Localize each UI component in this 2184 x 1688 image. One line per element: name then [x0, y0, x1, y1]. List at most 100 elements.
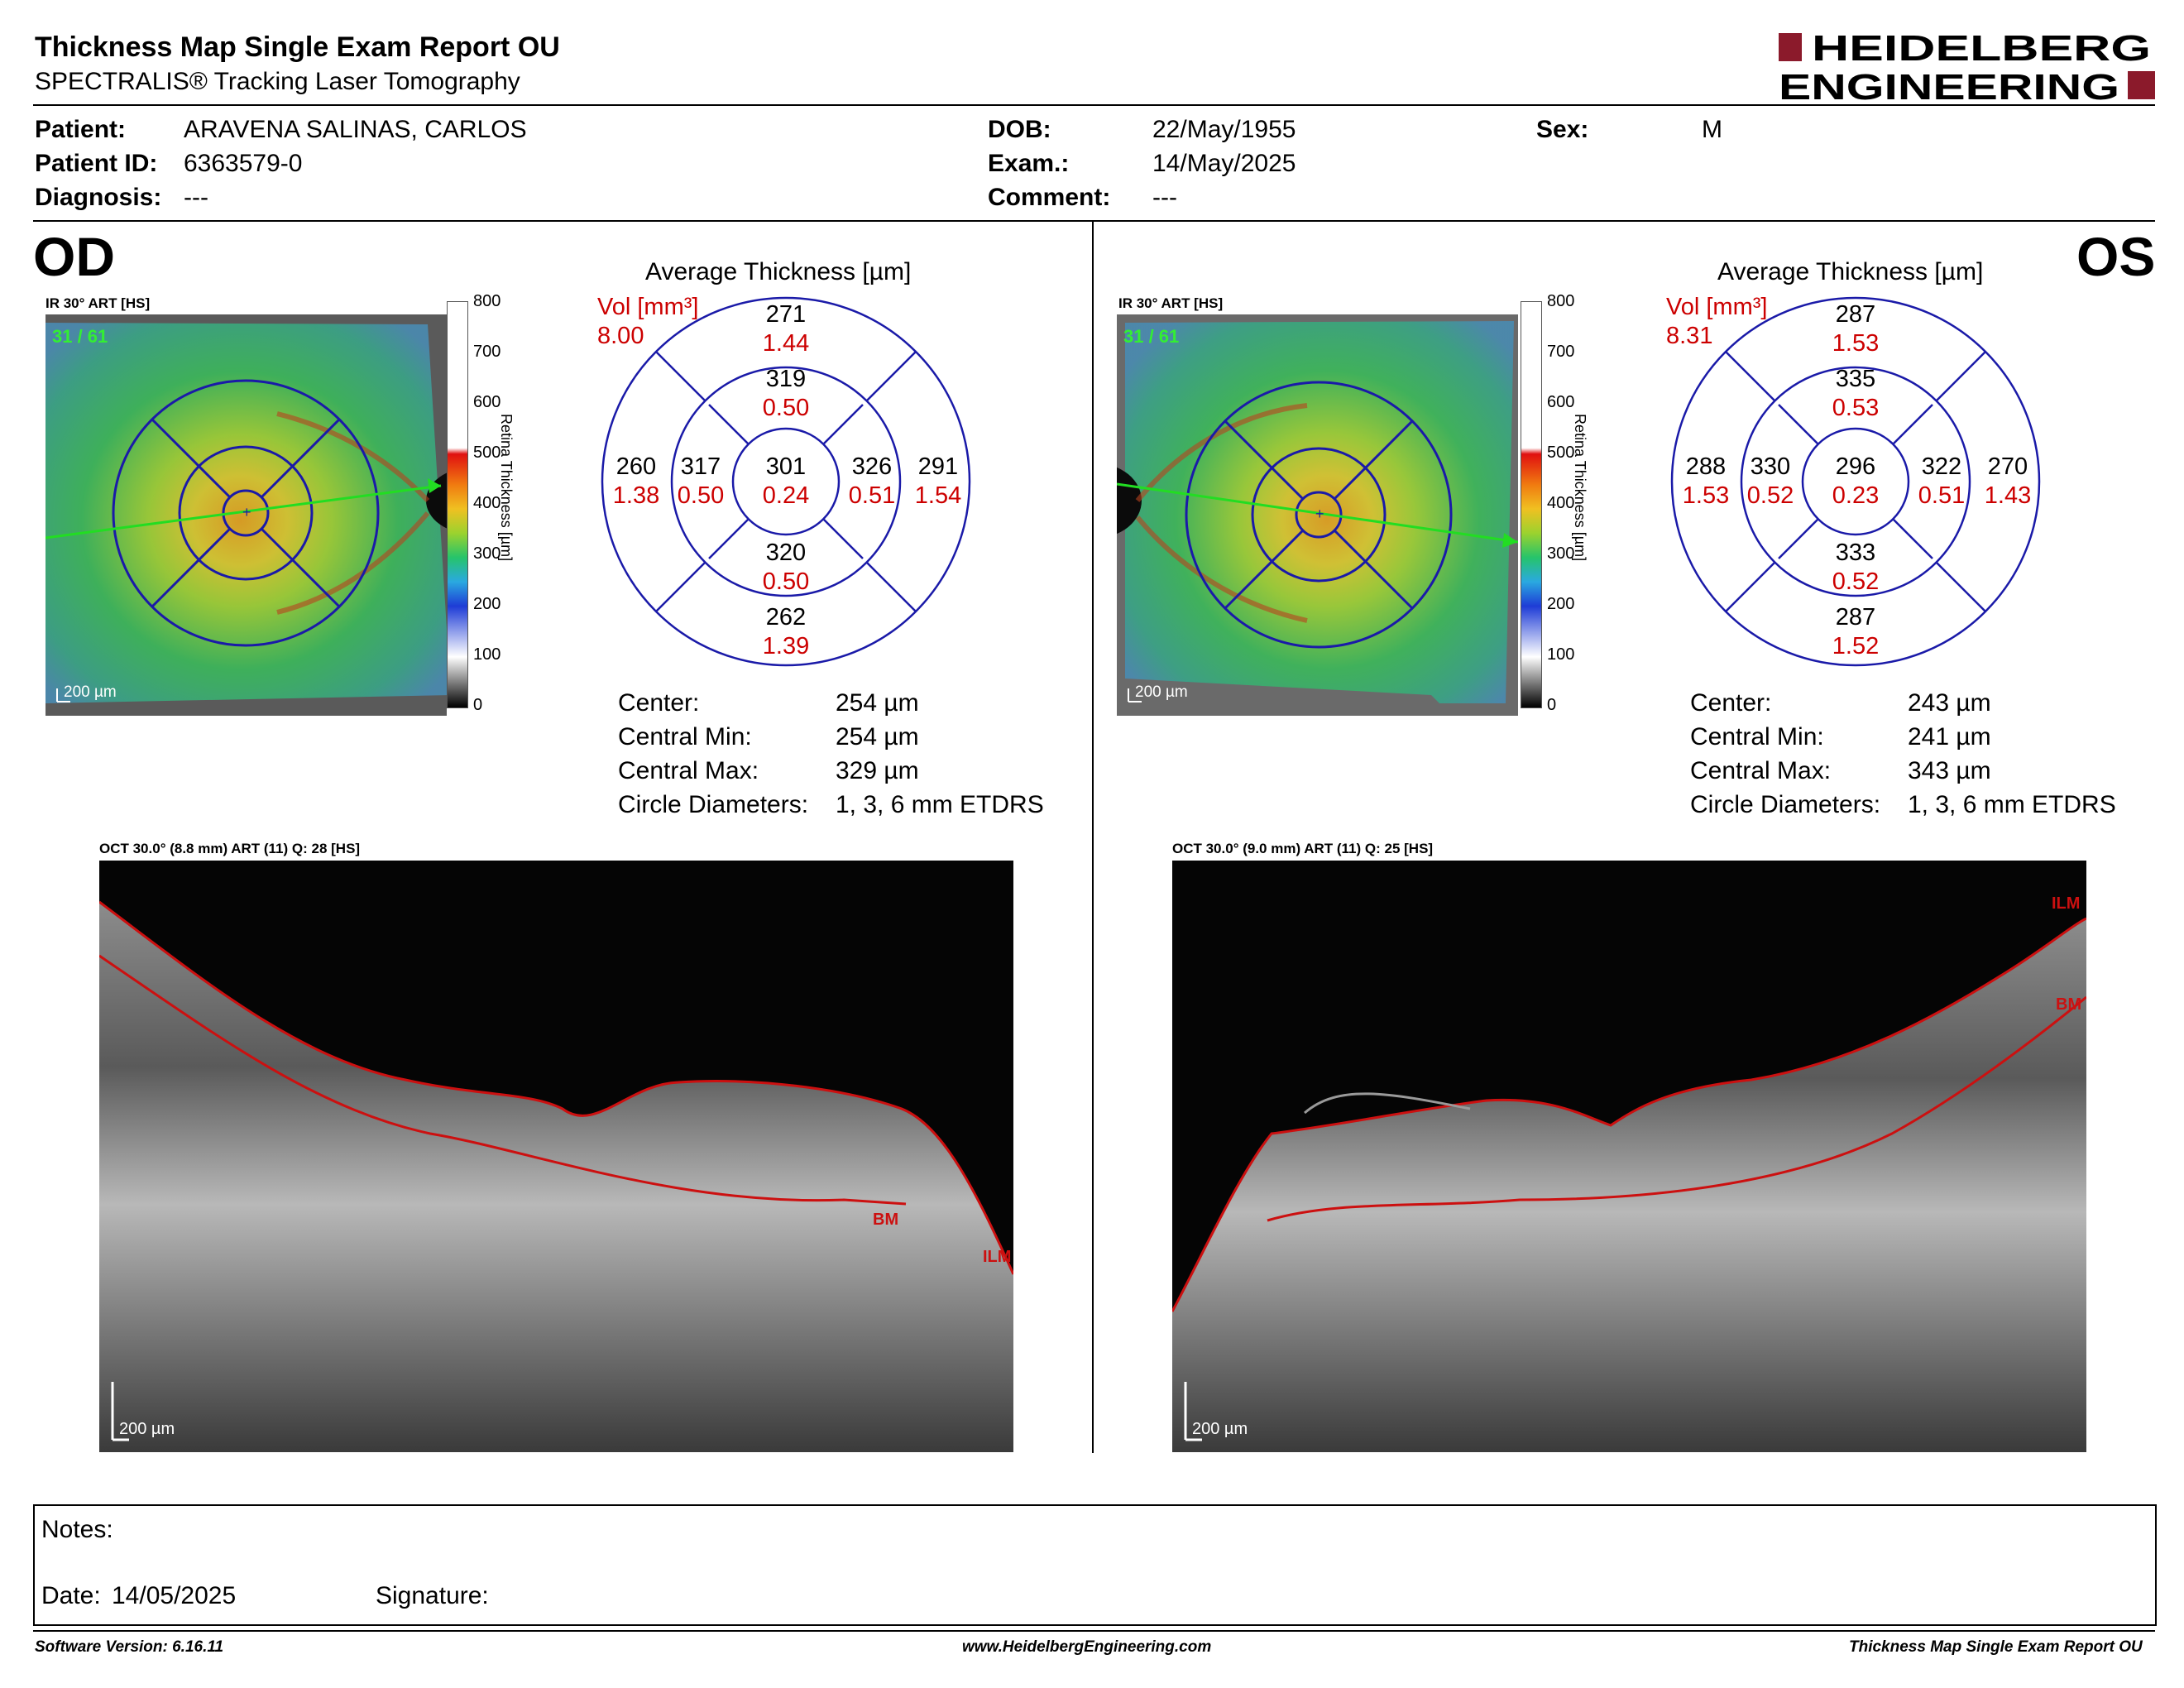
od-scale-tick: 800	[473, 292, 501, 310]
os-frames-count: 31 / 61	[1123, 326, 1179, 347]
od-min-label: Central Min:	[618, 723, 752, 750]
software-version: Software Version: 6.16.11	[35, 1638, 224, 1656]
patient-divider	[33, 220, 2155, 222]
os-center-value: 243 µm	[1908, 689, 1991, 717]
os-color-scale	[1521, 301, 1542, 708]
os-inner-right-volume: 0.51	[1918, 482, 1966, 509]
header-divider	[33, 104, 2155, 106]
od-outer-top-volume: 1.44	[762, 330, 810, 357]
os-scale-tick: 500	[1547, 444, 1575, 462]
diagnosis-value: ---	[184, 184, 208, 211]
os-scale-tick: 300	[1547, 544, 1575, 563]
sex-label: Sex:	[1536, 116, 1589, 143]
patient-id-label: Patient ID:	[35, 150, 158, 177]
od-center-label: Center:	[618, 689, 700, 717]
os-outer-bottom-thickness: 287	[1835, 604, 1876, 631]
os-inner-top-volume: 0.53	[1832, 395, 1880, 421]
os-avg-title: Average Thickness [µm]	[1717, 258, 1984, 285]
website-link[interactable]: www.HeidelbergEngineering.com	[962, 1638, 1212, 1656]
od-outer-left-volume: 1.38	[612, 482, 660, 509]
os-min-label: Central Min:	[1690, 723, 1824, 750]
os-center-thickness: 296	[1835, 453, 1876, 480]
os-max-value: 343 µm	[1908, 757, 1991, 784]
os-scale-tick: 600	[1547, 393, 1575, 411]
od-inner-top-thickness: 319	[765, 366, 807, 392]
os-scale-tick: 400	[1547, 494, 1575, 512]
notes-label: Notes:	[41, 1516, 113, 1543]
od-ir-label: IR 30° ART [HS]	[46, 295, 151, 311]
od-etdrs-grid	[601, 296, 971, 667]
exam-value: 14/May/2025	[1152, 150, 1296, 177]
patient-value: ARAVENA SALINAS, CARLOS	[184, 116, 527, 143]
os-scale-tick: 100	[1547, 645, 1575, 664]
patient-label: Patient:	[35, 116, 127, 143]
os-bm-label: BM	[2056, 995, 2081, 1014]
os-scale-tick: 0	[1547, 696, 1557, 714]
od-outer-top-thickness: 271	[765, 301, 807, 328]
dob-label: DOB:	[988, 116, 1051, 143]
od-inner-bottom-volume: 0.50	[762, 568, 810, 595]
od-scale-tick: 400	[473, 494, 501, 512]
report-subtitle: SPECTRALIS® Tracking Laser Tomography	[35, 68, 520, 95]
od-outer-right-volume: 1.54	[914, 482, 962, 509]
os-vol-label: Vol [mm³]	[1666, 294, 1768, 320]
os-outer-bottom-volume: 1.52	[1832, 633, 1880, 659]
od-outer-bottom-volume: 1.39	[762, 633, 810, 659]
od-inner-right-volume: 0.51	[848, 482, 896, 509]
od-oct-bscan: BM ILM 200 µm	[99, 861, 1013, 1452]
od-outer-right-thickness: 291	[917, 453, 959, 480]
od-scale-tick: 300	[473, 544, 501, 563]
os-oct-scale: 200 µm	[1192, 1420, 1248, 1438]
os-scale-title: Retina Thickness [µm]	[1572, 414, 1588, 562]
od-inner-right-thickness: 326	[851, 453, 893, 480]
os-outer-right-volume: 1.43	[1984, 482, 2032, 509]
date-value: 14/05/2025	[112, 1582, 237, 1609]
signature-label: Signature:	[376, 1582, 489, 1609]
od-oct-scale: 200 µm	[119, 1420, 175, 1438]
od-scale-tick: 100	[473, 645, 501, 664]
od-diam-label: Circle Diameters:	[618, 791, 809, 818]
heidelberg-logo: HEIDELBERG ENGINEERING	[1779, 28, 2155, 108]
od-oct-label: OCT 30.0° (8.8 mm) ART (11) Q: 28 [HS]	[99, 841, 361, 856]
od-outer-left-thickness: 260	[615, 453, 657, 480]
os-center-volume: 0.23	[1832, 482, 1880, 509]
diagnosis-label: Diagnosis:	[35, 184, 162, 211]
svg-text:+: +	[1315, 506, 1324, 522]
comment-value: ---	[1152, 184, 1177, 211]
dob-value: 22/May/1955	[1152, 116, 1296, 143]
os-inner-bottom-thickness: 333	[1835, 539, 1876, 566]
od-avg-title: Average Thickness [µm]	[645, 258, 912, 285]
os-vol-value: 8.31	[1666, 323, 1713, 349]
os-ir-label: IR 30° ART [HS]	[1118, 295, 1224, 311]
od-center-value: 254 µm	[836, 689, 919, 717]
od-scale-tick: 200	[473, 595, 501, 613]
os-etdrs-grid	[1670, 296, 2041, 667]
os-scale-tick: 700	[1547, 343, 1575, 361]
od-eye-label: OD	[33, 226, 115, 287]
od-color-scale	[447, 301, 468, 708]
od-diam-value: 1, 3, 6 mm ETDRS	[836, 791, 1044, 818]
os-eye-label: OS	[2076, 226, 2156, 287]
os-inner-bottom-volume: 0.52	[1832, 568, 1880, 595]
od-scale-title: Retina Thickness [µm]	[498, 414, 515, 562]
os-outer-left-volume: 1.53	[1682, 482, 1730, 509]
od-inner-bottom-thickness: 320	[765, 539, 807, 566]
os-scale-tick: 800	[1547, 292, 1575, 310]
os-outer-top-volume: 1.53	[1832, 330, 1880, 357]
od-ilm-label: ILM	[983, 1248, 1011, 1266]
os-inner-left-thickness: 330	[1750, 453, 1791, 480]
date-label: Date:	[41, 1582, 101, 1609]
os-center-label: Center:	[1690, 689, 1772, 717]
os-scale-tick: 200	[1547, 595, 1575, 613]
comment-label: Comment:	[988, 184, 1111, 211]
os-inner-right-thickness: 322	[1921, 453, 1962, 480]
od-inner-left-volume: 0.50	[677, 482, 725, 509]
od-thickness-map: + 31 / 61 200 µm	[46, 314, 447, 716]
os-scale-ticks: 800 700 600 500 400 300 200 100 0	[1547, 292, 1597, 722]
svg-text:+: +	[242, 504, 251, 520]
logo-text-heidelberg: HEIDELBERG	[1812, 30, 2151, 69]
os-ilm-label: ILM	[2052, 894, 2080, 913]
od-scale-tick: 0	[473, 696, 483, 714]
os-fundus-scale: 200 µm	[1135, 683, 1188, 701]
os-min-value: 241 µm	[1908, 723, 1991, 750]
